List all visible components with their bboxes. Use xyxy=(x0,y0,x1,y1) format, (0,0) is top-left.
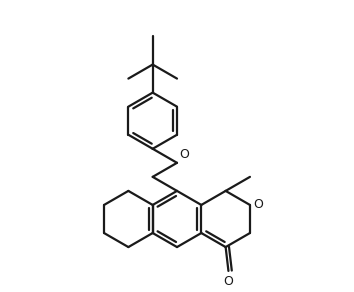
Text: O: O xyxy=(179,148,189,161)
Text: O: O xyxy=(253,199,263,211)
Text: O: O xyxy=(223,275,233,288)
